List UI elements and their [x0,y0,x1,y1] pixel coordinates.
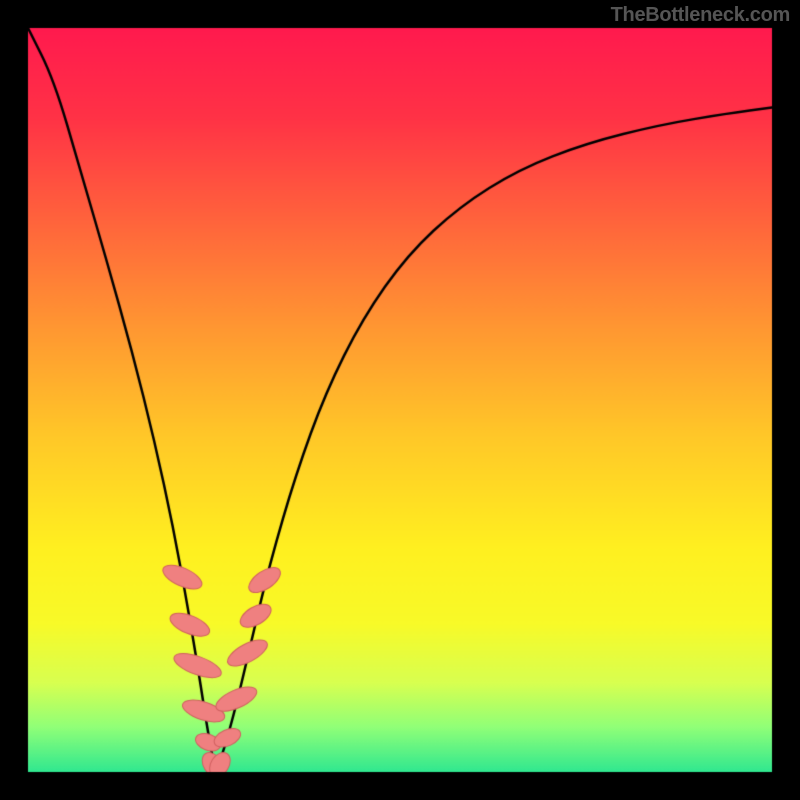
bottleneck-curve-plot [0,0,800,800]
chart-container: TheBottleneck.com [0,0,800,800]
watermark-text: TheBottleneck.com [611,4,790,27]
